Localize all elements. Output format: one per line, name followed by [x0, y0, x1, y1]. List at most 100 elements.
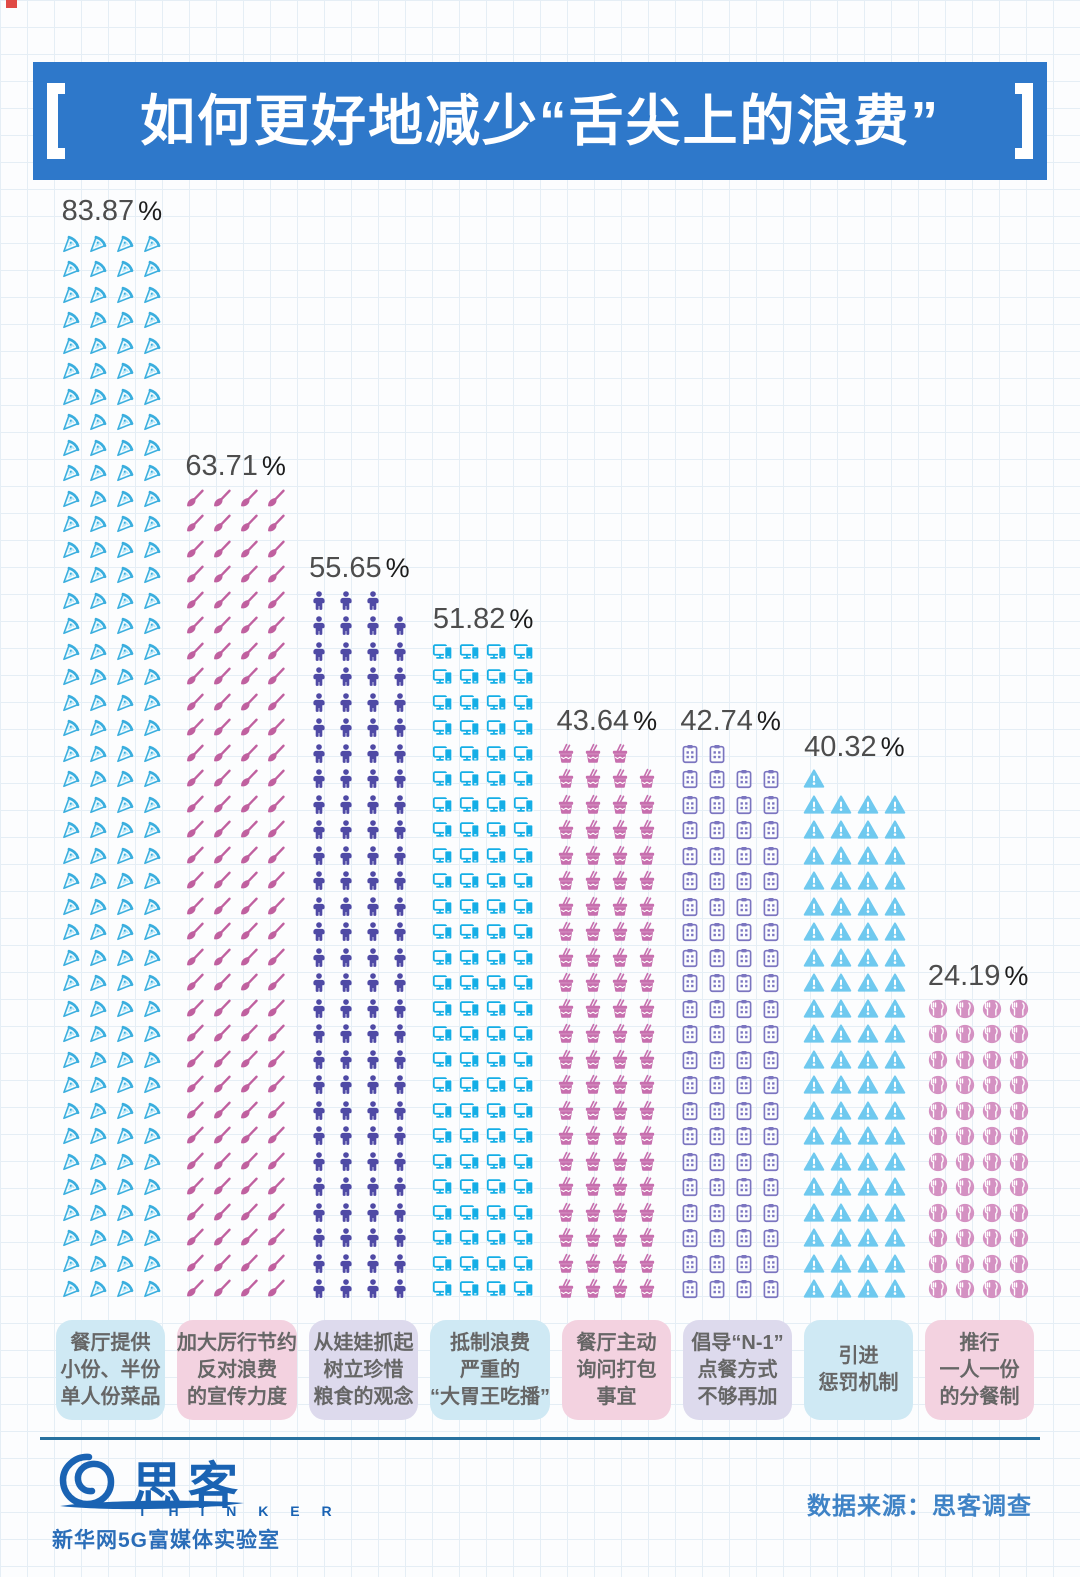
takeout-box-icon [609, 794, 631, 816]
takeout-box-icon [609, 896, 631, 918]
icon-cell [305, 1175, 332, 1201]
menu-clipboard-icon [760, 896, 782, 918]
title-bracket-left-icon [47, 83, 65, 159]
icon-cell [139, 945, 166, 971]
takeout-box-icon [609, 1074, 631, 1096]
paint-brush-icon [184, 1176, 206, 1198]
menu-clipboard-icon [733, 1151, 755, 1173]
icon-cell [580, 1073, 607, 1099]
pizza-slice-icon [114, 1253, 136, 1275]
icon-row [553, 1175, 661, 1201]
child-figure-icon [389, 641, 411, 663]
child-figure-icon [308, 921, 330, 943]
icon-cell [924, 1175, 951, 1201]
icon-cell [429, 818, 456, 844]
icon-row [182, 1047, 290, 1073]
takeout-box-icon [582, 1100, 604, 1122]
pizza-slice-icon [87, 1151, 109, 1173]
pizza-slice-icon [114, 1278, 136, 1300]
pizza-slice-icon [87, 896, 109, 918]
paint-brush-icon [238, 896, 260, 918]
icon-cell [429, 920, 456, 946]
menu-clipboard-icon [706, 1253, 728, 1275]
menu-clipboard-icon [760, 921, 782, 943]
icon-cell [263, 1175, 290, 1201]
pictogram-bar-chart: 83.87% 63.71% 55.65% 51.82% 43.64% 42.74% 40.3… [50, 186, 1040, 1302]
icon-row [800, 1200, 908, 1226]
icon-cell [854, 1277, 881, 1303]
icon-cell [731, 1149, 758, 1175]
icon-cell [607, 1149, 634, 1175]
child-figure-icon [362, 1278, 384, 1300]
menu-clipboard-icon [733, 1176, 755, 1198]
icon-cell [758, 1124, 785, 1150]
icon-cell [854, 1098, 881, 1124]
icon-cell [112, 435, 139, 461]
icon-cell [305, 690, 332, 716]
pizza-slice-icon [87, 258, 109, 280]
icon-cell [758, 920, 785, 946]
icon-cell [483, 1073, 510, 1099]
icon-cell [85, 792, 112, 818]
tv-phone-icon [486, 870, 508, 892]
icon-cell [553, 1149, 580, 1175]
icon-cell [182, 639, 209, 665]
paint-brush-icon [265, 1278, 287, 1300]
icon-row [305, 894, 413, 920]
tv-phone-icon [432, 1176, 454, 1198]
icon-row [800, 1226, 908, 1252]
icon-row [429, 920, 537, 946]
takeout-box-icon [555, 870, 577, 892]
icon-cell [209, 639, 236, 665]
icon-cell [677, 1277, 704, 1303]
tv-phone-icon [459, 1253, 481, 1275]
takeout-box-icon [636, 998, 658, 1020]
icon-cell [483, 971, 510, 997]
pizza-slice-icon [141, 309, 163, 331]
icon-cell [456, 1047, 483, 1073]
icon-row [429, 818, 537, 844]
pizza-slice-icon [60, 947, 82, 969]
icon-cell [332, 1149, 359, 1175]
bar-value-label: 63.71% [185, 452, 286, 481]
icon-cell [827, 920, 854, 946]
icon-cell [85, 1175, 112, 1201]
paint-brush-icon [238, 513, 260, 535]
icon-row [800, 1047, 908, 1073]
icon-cell [456, 767, 483, 793]
icon-cell [677, 1022, 704, 1048]
menu-clipboard-icon [706, 845, 728, 867]
icon-cell [704, 1200, 731, 1226]
icon-cell [139, 1226, 166, 1252]
paint-brush-icon [211, 717, 233, 739]
icon-cell [359, 1022, 386, 1048]
icon-cell [800, 1124, 827, 1150]
icon-row [182, 741, 290, 767]
icon-cell [332, 639, 359, 665]
pizza-slice-icon [141, 513, 163, 535]
icon-cell [236, 1251, 263, 1277]
icon-row [182, 971, 290, 997]
menu-clipboard-icon [706, 947, 728, 969]
icon-cell [332, 945, 359, 971]
child-figure-icon [362, 1100, 384, 1122]
icon-row [182, 1022, 290, 1048]
paint-brush-icon [211, 819, 233, 841]
icon-cell [263, 1226, 290, 1252]
pizza-slice-icon [141, 896, 163, 918]
warning-triangle-icon [857, 794, 879, 816]
pizza-slice-icon [87, 360, 109, 382]
icon-cell [85, 716, 112, 742]
paint-brush-icon [184, 998, 206, 1020]
icon-cell [758, 1098, 785, 1124]
pizza-slice-icon [87, 615, 109, 637]
icon-row [553, 971, 661, 997]
pizza-slice-icon [87, 335, 109, 357]
plate-cutlery-icon [954, 1100, 976, 1122]
icon-cell [85, 563, 112, 589]
child-figure-icon [335, 1100, 357, 1122]
menu-clipboard-icon [679, 1202, 701, 1224]
icon-row [305, 1073, 413, 1099]
icon-cell [510, 996, 537, 1022]
pizza-slice-icon [141, 743, 163, 765]
